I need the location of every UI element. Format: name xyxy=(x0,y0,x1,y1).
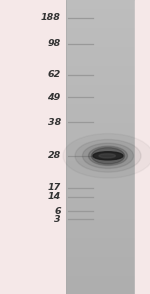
Text: 98: 98 xyxy=(48,39,61,48)
Text: 188: 188 xyxy=(41,13,61,22)
Text: 6: 6 xyxy=(54,207,61,216)
Ellipse shape xyxy=(88,146,128,166)
Text: 17: 17 xyxy=(48,183,61,192)
Ellipse shape xyxy=(92,148,124,164)
Ellipse shape xyxy=(93,152,123,160)
Ellipse shape xyxy=(82,143,134,168)
Bar xyxy=(135,0,150,294)
Text: 38: 38 xyxy=(48,118,61,126)
Ellipse shape xyxy=(75,140,141,172)
Bar xyxy=(0,0,66,294)
Text: 3: 3 xyxy=(54,215,61,223)
Text: 14: 14 xyxy=(48,193,61,201)
Text: 28: 28 xyxy=(48,151,61,160)
Text: 62: 62 xyxy=(48,71,61,79)
Ellipse shape xyxy=(99,154,116,158)
Text: 49: 49 xyxy=(48,93,61,101)
